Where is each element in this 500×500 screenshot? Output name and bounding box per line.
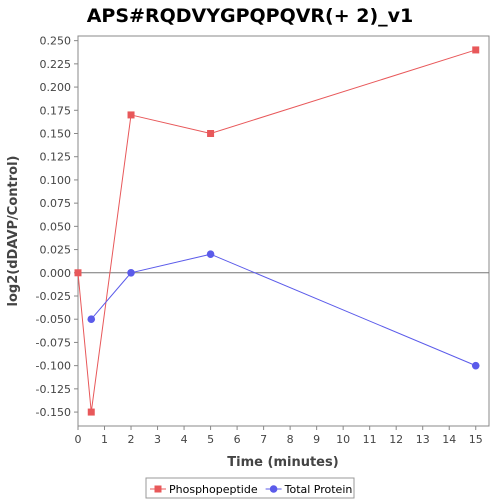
y-tick-label: -0.025 (36, 290, 71, 303)
y-tick-label: 0.150 (40, 128, 72, 141)
y-tick-label: 0.200 (40, 81, 72, 94)
data-point-total-protein (471, 361, 480, 370)
x-tick-label: 6 (234, 433, 241, 446)
series-line-total-protein (90, 253, 476, 367)
data-point-total-protein (87, 315, 96, 324)
legend-marker-total-protein (269, 485, 278, 493)
y-tick-label: -0.075 (36, 336, 71, 349)
data-point-total-protein (206, 250, 215, 259)
plot-layer: -0.150 -0.125 -0.100 -0.075 -0.050 -0.025 0.00… (36, 35, 489, 446)
x-tick-label: 5 (207, 433, 214, 446)
y-tick-label: 0.075 (40, 197, 72, 210)
x-tick-label: 9 (313, 433, 320, 446)
data-point-phosphopeptide (127, 111, 135, 119)
y-tick-label: 0.250 (40, 35, 72, 48)
y-tick-label: 0.025 (40, 244, 72, 257)
data-point-phosphopeptide (207, 130, 215, 137)
x-tick-label: 11 (363, 433, 377, 446)
y-tick-label: 0.225 (40, 58, 72, 71)
data-point-phosphopeptide (472, 46, 480, 54)
x-tick-label: 10 (336, 433, 350, 446)
y-tick-label: 0.175 (40, 104, 72, 117)
x-tick-label: 4 (181, 433, 188, 446)
legend-box (145, 477, 355, 499)
legend-label-phosphopeptide: Phosphopeptide (169, 483, 258, 496)
x-tick-label: 2 (128, 433, 135, 446)
x-tick-label: 3 (154, 433, 161, 446)
y-tick-label: 0.050 (40, 220, 72, 233)
data-point-phosphopeptide (74, 269, 82, 277)
y-tick-label: 0.100 (40, 174, 72, 187)
x-tick-label: 13 (416, 433, 430, 446)
plot-area (77, 35, 490, 427)
x-tick-label: 12 (389, 433, 403, 446)
x-tick-label: 7 (260, 433, 267, 446)
legend-marker-phosphopeptide (154, 485, 162, 493)
legend-label-total-protein: Total Protein (284, 483, 353, 496)
x-tick-label: 0 (75, 433, 82, 446)
data-point-phosphopeptide (87, 408, 95, 416)
y-tick-label: 0.125 (40, 151, 72, 164)
y-tick-label: -0.050 (36, 313, 71, 326)
legend: Phosphopeptide Total Protein (150, 483, 352, 496)
y-tick-label: 0.000 (40, 267, 72, 280)
data-point-total-protein (127, 268, 135, 277)
x-tick-label: 15 (469, 433, 483, 446)
y-tick-label: -0.150 (36, 406, 71, 419)
chart-title: APS#RQDVYGPQPQVR(+ 2)_v1 (87, 5, 414, 27)
y-axis-label: log2(dDAVP/Control) (6, 156, 21, 307)
x-tick-label: 1 (101, 433, 108, 446)
x-tick-label: 14 (442, 433, 456, 446)
x-axis-label: Time (minutes) (227, 455, 338, 470)
y-tick-label: -0.100 (36, 360, 71, 373)
y-tick-label: -0.125 (36, 383, 71, 396)
x-tick-label: 8 (287, 433, 294, 446)
